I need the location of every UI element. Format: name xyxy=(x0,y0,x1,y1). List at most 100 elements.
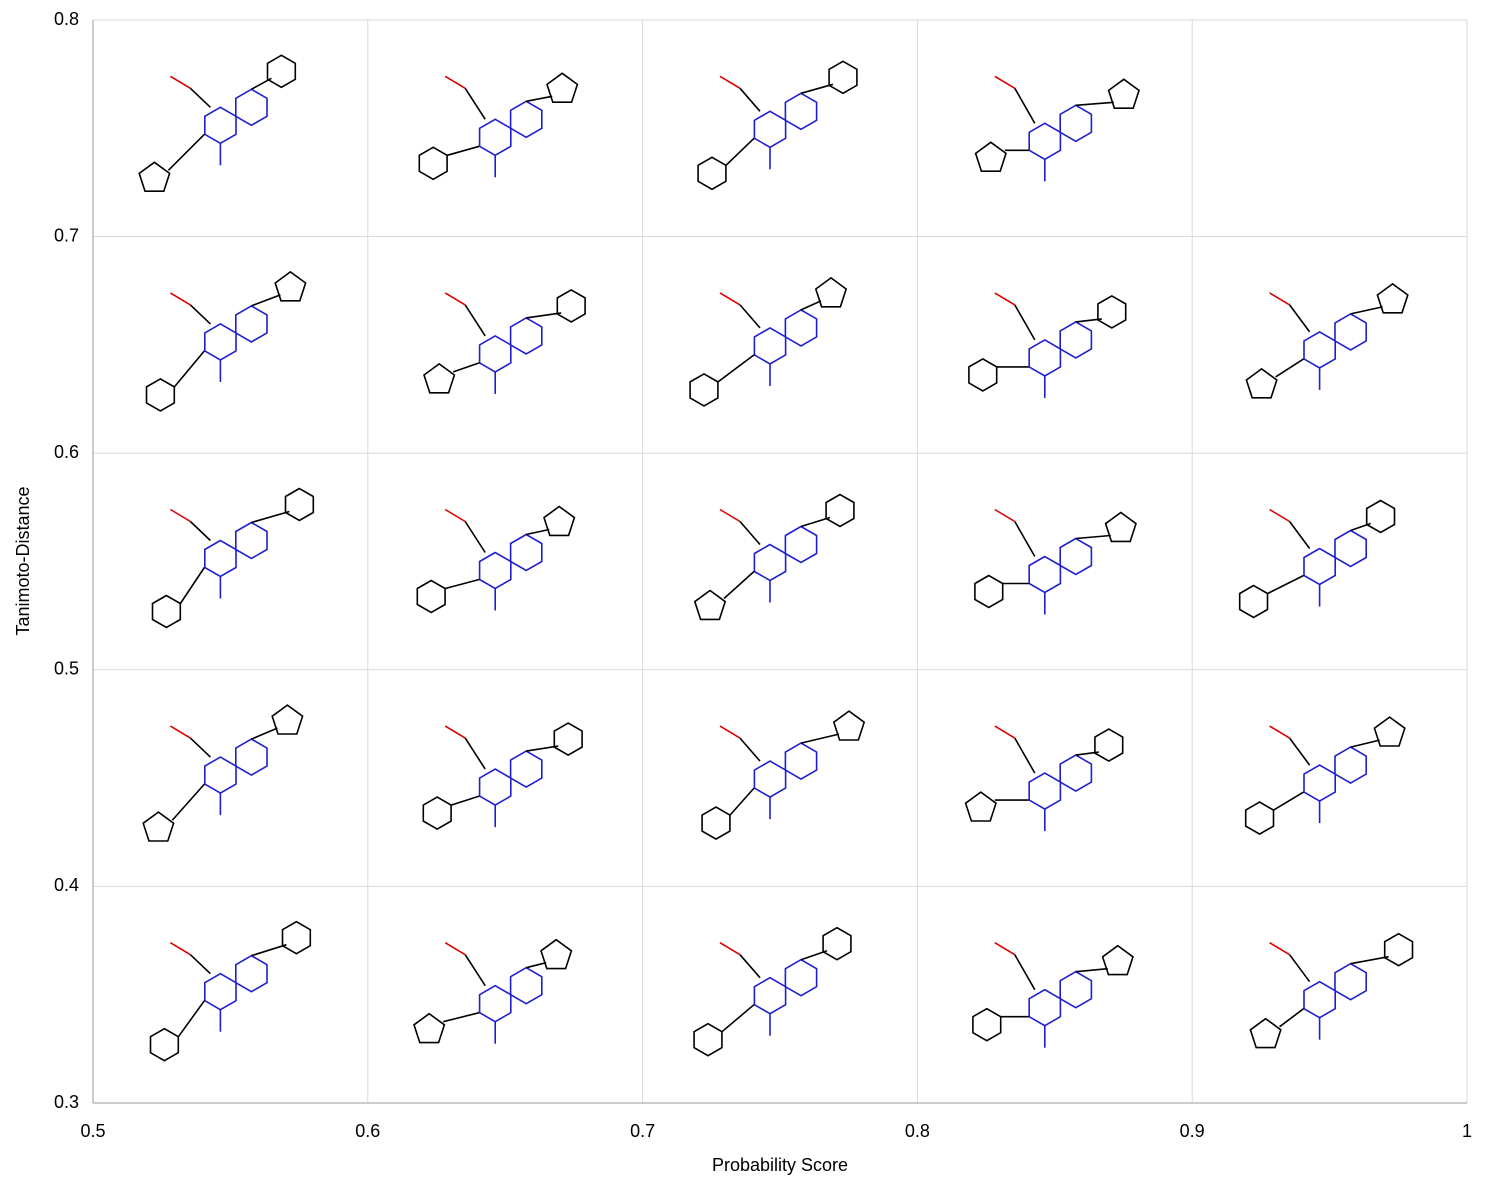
ring xyxy=(1059,320,1093,359)
ring xyxy=(753,543,787,582)
y-axis-title: Tanimoto-Distance xyxy=(13,486,33,635)
ring xyxy=(151,594,182,629)
molecule xyxy=(151,487,315,629)
molecule xyxy=(1245,282,1409,399)
ring xyxy=(271,704,304,735)
ring xyxy=(1365,499,1396,534)
bond xyxy=(739,954,761,979)
x-tick-label: 0.6 xyxy=(355,1121,380,1141)
ring xyxy=(478,984,512,1023)
y-tick-label: 0.8 xyxy=(54,9,79,29)
ring xyxy=(822,926,852,961)
molecule xyxy=(416,505,576,614)
ring xyxy=(1303,980,1336,1019)
ring xyxy=(828,60,858,95)
ring xyxy=(204,539,237,578)
ring xyxy=(235,954,268,993)
ring xyxy=(540,938,573,970)
bond xyxy=(464,954,486,987)
bond xyxy=(450,795,480,806)
ring xyxy=(1059,970,1093,1009)
bond xyxy=(1350,955,1389,965)
bond xyxy=(167,133,205,171)
ring xyxy=(1334,529,1367,568)
bond xyxy=(739,520,761,546)
bond xyxy=(464,737,486,770)
ring xyxy=(1097,294,1127,329)
ring xyxy=(1303,330,1336,369)
ring xyxy=(284,487,315,522)
bond xyxy=(725,137,755,166)
y-tick-label: 0.6 xyxy=(54,442,79,462)
ring xyxy=(825,493,855,528)
bond xyxy=(444,725,466,739)
bond xyxy=(1279,1008,1305,1028)
bond xyxy=(189,87,211,108)
bond xyxy=(446,145,480,157)
bond xyxy=(1350,739,1380,748)
bond xyxy=(464,87,486,120)
molecule xyxy=(968,292,1127,398)
ring xyxy=(784,525,818,564)
ring xyxy=(784,742,818,781)
bond xyxy=(800,300,822,311)
ring xyxy=(478,768,512,807)
bond xyxy=(994,75,1016,89)
bond xyxy=(739,304,761,329)
ring xyxy=(753,110,787,149)
bond xyxy=(169,725,191,739)
ring xyxy=(235,304,268,343)
ring xyxy=(968,357,998,392)
bond xyxy=(994,292,1016,306)
x-tick-label: 0.5 xyxy=(80,1121,105,1141)
ring xyxy=(266,54,297,89)
bond xyxy=(800,83,834,95)
ring xyxy=(509,750,543,789)
ring xyxy=(478,118,512,157)
ring xyxy=(556,288,586,323)
x-tick-label: 0.7 xyxy=(630,1121,655,1141)
ring xyxy=(1104,511,1137,543)
bond xyxy=(1014,304,1036,341)
ring xyxy=(1059,537,1093,576)
ring xyxy=(693,589,727,621)
molecule xyxy=(138,54,297,192)
molecule xyxy=(1244,716,1406,836)
bond xyxy=(1075,534,1111,540)
bond xyxy=(1267,574,1304,595)
bond xyxy=(1075,751,1099,756)
ring xyxy=(753,976,787,1015)
bond xyxy=(800,949,828,961)
ring xyxy=(1101,944,1134,976)
bond xyxy=(526,745,559,752)
molecule xyxy=(697,60,858,191)
ring xyxy=(1238,584,1269,619)
bond xyxy=(444,292,466,306)
ring xyxy=(974,141,1007,172)
ring xyxy=(204,322,237,361)
bond xyxy=(1269,292,1291,306)
bond xyxy=(169,942,191,956)
bond xyxy=(800,516,831,528)
bond xyxy=(452,362,480,373)
ring xyxy=(1028,772,1062,811)
bond xyxy=(1288,954,1311,983)
ring xyxy=(145,377,176,412)
ring xyxy=(543,505,576,537)
molecule xyxy=(964,725,1124,832)
molecule xyxy=(974,75,1140,182)
molecule xyxy=(149,920,312,1062)
ring xyxy=(413,1012,446,1044)
ring xyxy=(753,326,787,365)
ring xyxy=(964,791,997,822)
bond xyxy=(1014,737,1036,774)
molecule xyxy=(423,288,586,394)
molecule xyxy=(693,493,855,621)
bond xyxy=(251,294,281,307)
molecule xyxy=(142,704,304,842)
bond xyxy=(444,508,466,523)
bond xyxy=(1288,304,1311,333)
ring xyxy=(753,760,787,799)
ring xyxy=(701,806,731,841)
